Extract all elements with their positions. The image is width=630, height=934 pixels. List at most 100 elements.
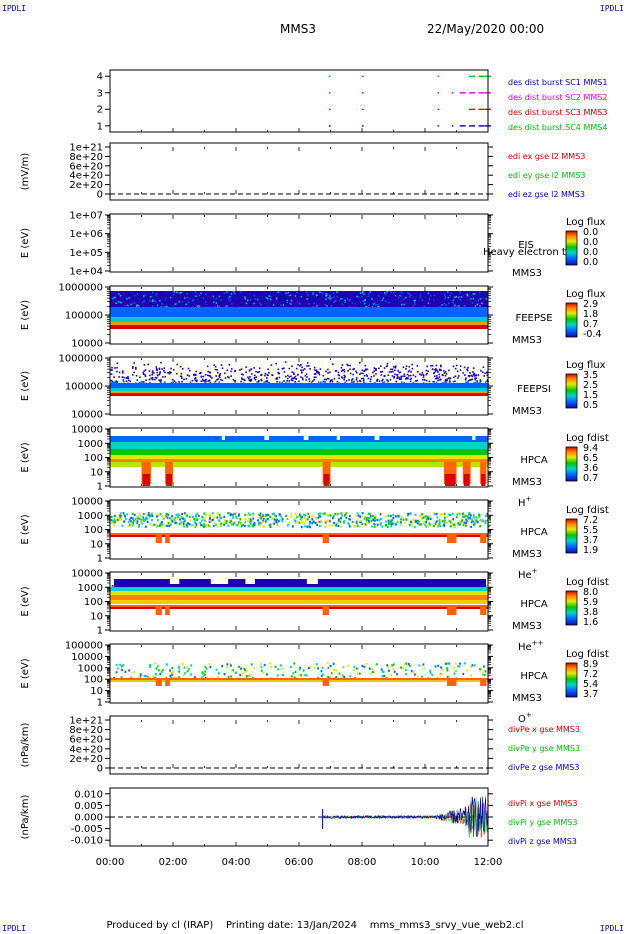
feepsi-speckle — [341, 369, 344, 371]
hpca_h-burst-orange — [165, 462, 173, 484]
hpca_o-speckle — [266, 673, 268, 676]
feepse-speckle — [364, 298, 367, 301]
hpca_he-speckle — [465, 518, 468, 521]
feepse-speckle — [340, 298, 342, 300]
hpca_he-speckle — [197, 514, 200, 517]
feepsi-speckle — [466, 381, 468, 384]
hpca_o-speckle — [294, 670, 297, 674]
feepsi-speckle — [403, 381, 405, 384]
feepse-speckle — [283, 300, 286, 302]
hpca_he-speckle — [155, 524, 158, 527]
hpca_he-speckle — [484, 521, 487, 525]
hpca_o-speckle — [481, 672, 484, 675]
feepse-speckle — [163, 305, 166, 308]
feepsi-speckle — [471, 375, 474, 378]
feepse-speckle — [309, 300, 312, 302]
feepse-speckle — [234, 293, 236, 295]
feepse-speckle — [406, 299, 408, 301]
feepse-speckle — [168, 292, 170, 295]
feepsi-speckle — [205, 378, 207, 381]
edi-ytick-label: 2e+20 — [69, 180, 103, 191]
hpca_he-colorbar-tick: 5.5 — [583, 525, 598, 536]
hpca_o-ytick-label: 1 — [97, 698, 103, 709]
feepsi-speckle — [170, 371, 172, 374]
feepsi-speckle — [301, 377, 304, 379]
hpca_o-speckle — [343, 675, 346, 679]
feepsi-speckle — [337, 371, 340, 374]
burst-burst-mark — [469, 92, 476, 94]
hpca_he-speckle — [111, 521, 114, 524]
hpca_o-speckle — [457, 665, 460, 668]
feepsi-speckle — [302, 378, 304, 381]
feepsi-speckle — [338, 377, 340, 380]
feepsi-colorbar-tick: 2.5 — [583, 380, 598, 391]
feepse-speckle — [485, 298, 487, 300]
feepsi-speckle — [214, 365, 217, 368]
hpca_he-species-charge: + — [532, 567, 538, 575]
feepsi-speckle — [341, 364, 344, 366]
feepse-speckle — [280, 304, 282, 306]
hpca_he-speckle — [337, 521, 339, 524]
hpca_he-speckle — [309, 520, 311, 523]
feepsi-speckle — [258, 380, 260, 382]
hpca_he-speckle — [317, 512, 320, 515]
hpca_he-speckle — [304, 514, 307, 517]
hpca_he-speckle — [444, 516, 446, 519]
hpca_he2-ytick-label: 10000 — [71, 569, 103, 580]
hpca_he-speckle — [472, 520, 475, 523]
hpca_he-speckle — [460, 520, 463, 523]
feepse-speckle — [233, 291, 235, 293]
hpca_he-speckle — [390, 519, 393, 522]
feepsi-speckle — [325, 370, 327, 373]
feepse-speckle — [149, 302, 152, 305]
hpca_he-speckle — [218, 513, 221, 517]
feepsi-speckle — [452, 365, 455, 368]
feepsi-speckle — [142, 371, 145, 374]
feepsi-speckle — [195, 374, 197, 376]
burst-burst-mark — [437, 108, 440, 111]
feepse-speckle — [472, 300, 475, 302]
feepsi-speckle — [136, 379, 139, 381]
hpca_he2-ytick-label: 1 — [97, 626, 103, 637]
hpca_he-speckle — [370, 519, 373, 523]
feepse-speckle — [359, 305, 362, 307]
hpca_o-speckle — [458, 665, 461, 668]
hpca_he-speckle — [361, 522, 364, 526]
hpca_he-speckle — [155, 515, 158, 518]
feepsi-speckle — [234, 381, 237, 383]
feepsi-speckle — [426, 365, 428, 368]
feepse-speckle — [410, 294, 412, 296]
corner-label-bottom-right: IPDLI — [599, 924, 624, 933]
feepse-speckle — [273, 298, 276, 301]
feepsi-speckle — [355, 370, 357, 373]
feepsi-speckle — [267, 374, 269, 377]
feepse-speckle — [138, 295, 141, 298]
hpca_o-speckle — [372, 670, 374, 674]
hpca_he-speckle — [137, 525, 140, 528]
hpca_o-speckle — [404, 668, 407, 672]
hpca_he-speckle — [273, 514, 276, 517]
hpca_o-speckle — [217, 676, 219, 679]
hpca_he-ytick-label: 1000 — [78, 511, 103, 522]
hpca_he-speckle — [333, 522, 335, 525]
feepse-speckle — [311, 291, 314, 293]
feepse-speckle — [317, 295, 319, 298]
hpca_he-speckle — [265, 514, 268, 517]
feepsi-speckle — [363, 370, 365, 372]
feepse-speckle — [382, 297, 385, 300]
hpca_he-speckle — [343, 520, 346, 523]
hpca_o-speckle — [334, 676, 337, 680]
hpca_he-speckle — [252, 515, 254, 518]
feepse-speckle — [367, 295, 369, 297]
feepse-speckle — [359, 301, 362, 304]
hpca_o-ytick-label: 10000 — [71, 652, 103, 663]
hpca_he-speckle — [279, 518, 281, 521]
hpca_he-speckle — [450, 524, 453, 527]
hpca_he-speckle — [252, 525, 254, 528]
hpca_o-speckle — [209, 666, 212, 669]
feepse-speckle — [324, 304, 326, 306]
hpca_he-speckle — [477, 516, 480, 519]
feepse-speckle — [128, 293, 130, 296]
feepsi-speckle — [363, 381, 365, 384]
hpca_o-speckle — [124, 670, 127, 673]
